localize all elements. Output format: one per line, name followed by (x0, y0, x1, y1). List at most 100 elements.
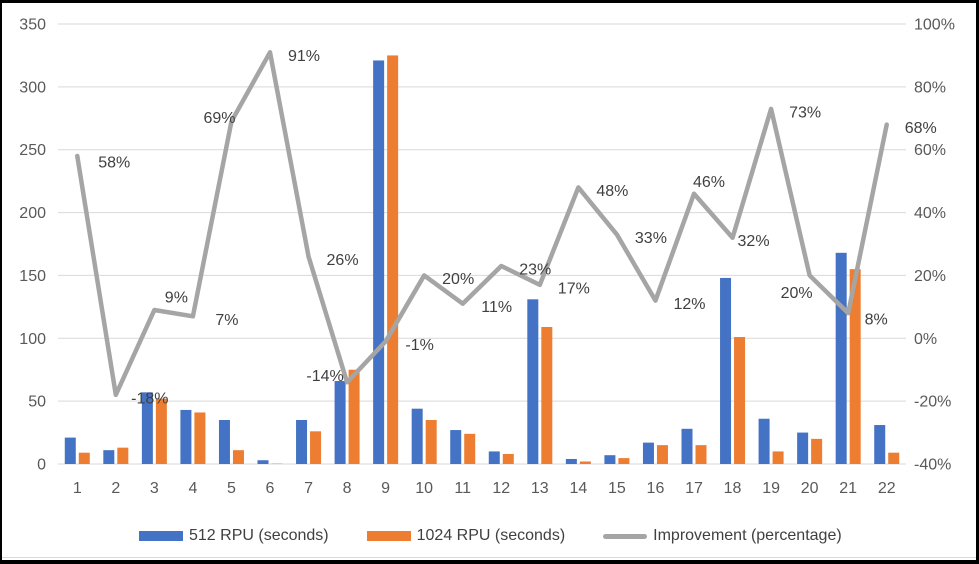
improvement-line (75, 50, 889, 398)
category-label: 3 (150, 480, 159, 497)
improvement-data-label: 68% (905, 120, 937, 137)
bar-1024-rpu-cat4 (194, 412, 206, 464)
improvement-data-label: 23% (519, 262, 551, 279)
right-axis-tick: 20% (914, 268, 946, 285)
bar-1024-rpu-cat20 (811, 438, 823, 464)
bar-1024-rpu-cat18 (734, 337, 746, 464)
chart-legend: 512 RPU (seconds) 1024 RPU (seconds) Impro… (139, 527, 842, 545)
improvement-data-label: 26% (327, 252, 359, 269)
right-axis-tick: -20% (914, 394, 951, 411)
legend-item-improvement: Improvement (percentage) (603, 527, 842, 545)
improvement-data-label: -1% (405, 337, 433, 354)
bar-512-rpu-cat20 (797, 432, 809, 464)
improvement-data-label: 17% (558, 280, 590, 297)
left-axis-tick: 250 (19, 142, 46, 159)
improvement-data-label: 8% (865, 312, 888, 329)
legend-item-512-rpu: 512 RPU (seconds) (139, 527, 329, 545)
improvement-data-label: 48% (596, 183, 628, 200)
right-axis-tick: 80% (914, 79, 946, 96)
bar-1024-rpu-cat9 (387, 55, 399, 465)
bar-512-rpu-cat10 (411, 408, 423, 464)
left-axis-tick: 300 (19, 79, 46, 96)
category-label: 8 (343, 480, 352, 497)
category-label: 19 (762, 480, 780, 497)
bar-1024-rpu-cat14 (579, 461, 591, 464)
improvement-data-label: 11% (481, 299, 512, 316)
category-label: 9 (381, 480, 390, 497)
improvement-data-label: 73% (789, 104, 821, 121)
bar-1024-rpu-cat21 (849, 269, 861, 464)
bar-1024-rpu-cat15 (618, 458, 630, 464)
category-label: 4 (188, 480, 197, 497)
bar-512-rpu-cat4 (180, 409, 192, 464)
improvement-data-label: 20% (442, 271, 474, 288)
bar-1024-rpu-cat16 (656, 445, 668, 464)
right-axis-tick: 60% (914, 142, 946, 159)
bar-512-rpu-cat2 (103, 450, 115, 464)
bar-512-rpu-cat11 (450, 430, 462, 464)
improvement-data-label: 46% (693, 174, 725, 191)
bar-512-rpu-cat22 (874, 425, 886, 464)
chart-canvas: 0 -40% 50 -20% 100 0% 150 20% 200 40% 250 60% 300 80%… (2, 3, 976, 560)
legend-item-1024-rpu: 1024 RPU (seconds) (366, 527, 566, 545)
legend-bar-swatch (366, 531, 411, 541)
bar-512-rpu-cat9 (373, 60, 385, 464)
bar-512-rpu-cat3 (141, 392, 153, 464)
bar-512-rpu-cat6 (257, 460, 269, 464)
legend-label: 512 RPU (seconds) (189, 527, 329, 544)
bar-1024-rpu-cat10 (425, 420, 437, 464)
legend-label: 1024 RPU (seconds) (416, 527, 566, 544)
bar-1024-rpu-cat3 (155, 398, 167, 464)
improvement-data-label: 20% (781, 285, 813, 302)
bar-512-rpu-cat18 (720, 277, 732, 464)
improvement-data-label: 33% (635, 230, 667, 247)
bar-512-rpu-cat13 (527, 299, 539, 464)
category-label: 13 (531, 480, 549, 497)
category-label: 6 (266, 480, 275, 497)
category-label: 2 (111, 480, 120, 497)
bar-1024-rpu-cat8 (348, 369, 360, 464)
category-label: 7 (304, 480, 313, 497)
bar-512-rpu-cat8 (334, 381, 346, 464)
legend-bar-swatch (139, 531, 183, 541)
improvement-data-label: 9% (165, 290, 188, 307)
improvement-data-label: 32% (738, 233, 770, 250)
legend-label: Improvement (percentage) (653, 527, 842, 544)
left-axis-tick: 150 (19, 268, 46, 285)
bar-1024-rpu-cat12 (502, 453, 514, 464)
chart-bottom-rule (2, 557, 976, 558)
improvement-data-label: -18% (131, 390, 168, 407)
category-label: 22 (878, 480, 896, 497)
category-label: 17 (685, 480, 703, 497)
combo-chart: 0 -40% 50 -20% 100 0% 150 20% 200 40% 250 60% 300 80%… (19, 17, 955, 498)
bar-512-rpu-cat1 (64, 437, 76, 464)
improvement-data-label: -14% (306, 368, 343, 385)
category-label: 15 (608, 480, 626, 497)
category-label: 11 (454, 480, 471, 497)
left-axis-tick: 200 (19, 205, 46, 222)
category-label: 12 (492, 480, 510, 497)
right-axis-tick: 0% (914, 331, 937, 348)
bar-512-rpu-cat15 (604, 455, 616, 464)
improvement-data-label: 91% (288, 48, 320, 65)
category-label: 14 (569, 480, 587, 497)
left-axis-tick: 350 (19, 17, 46, 34)
bar-512-rpu-cat5 (218, 420, 230, 464)
right-axis-tick: 40% (914, 205, 946, 222)
improvement-data-label: 7% (215, 312, 238, 329)
improvement-data-label: 12% (673, 296, 705, 313)
bar-1024-rpu-cat11 (464, 433, 476, 464)
category-label: 16 (647, 480, 665, 497)
category-label: 21 (839, 480, 857, 497)
right-axis-tick: -40% (914, 457, 951, 474)
bar-512-rpu-cat17 (681, 428, 693, 464)
category-label: 5 (227, 480, 236, 497)
bar-512-rpu-cat21 (835, 252, 847, 464)
bar-512-rpu-cat14 (565, 458, 577, 464)
improvement-data-label: 69% (203, 110, 235, 127)
improvement-data-label: 58% (98, 155, 130, 172)
bar-1024-rpu-cat17 (695, 445, 707, 464)
bar-1024-rpu-cat22 (888, 452, 900, 464)
bar-1024-rpu-cat2 (117, 447, 129, 464)
bar-1024-rpu-cat1 (78, 452, 90, 464)
